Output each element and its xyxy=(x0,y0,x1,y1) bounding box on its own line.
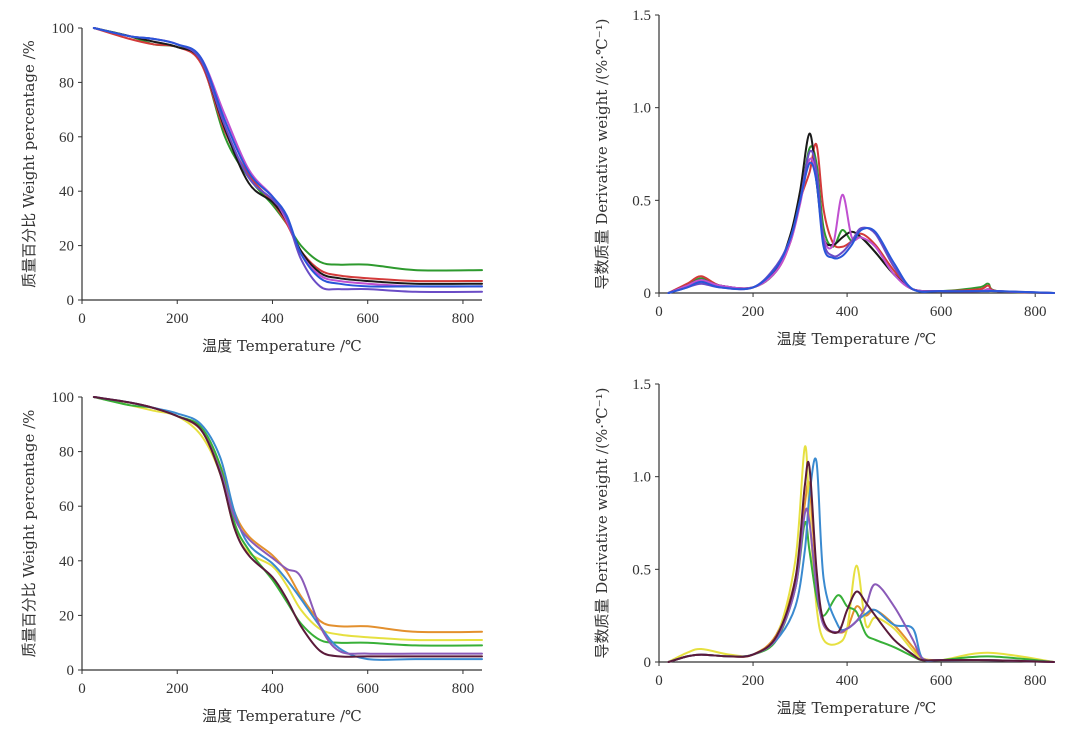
chart-bottom-right: 0 200 400 600 800 0 0.5 1.0 1.5 温度 Temperature /℃… xyxy=(593,377,1055,717)
x-tick-label: 0 xyxy=(78,681,86,697)
series-line-s6 xyxy=(667,161,1055,294)
series-line-s1 xyxy=(667,145,1055,294)
y-tick-label: 80 xyxy=(59,445,74,461)
series-line-s4 xyxy=(667,457,1055,663)
x-tick-label: 800 xyxy=(1024,304,1047,320)
x-tick-label: 200 xyxy=(166,311,189,327)
chart-top-right: 0 200 400 600 800 0 0.5 1.0 1.5 温度 Temperature /℃… xyxy=(593,8,1055,348)
series-line-s3 xyxy=(667,132,1055,294)
x-tick-label: 800 xyxy=(452,681,475,697)
x-tick-label: 600 xyxy=(930,304,953,320)
chart-top-left: 0 200 400 600 800 0 20 40 60 80 100 温度 Temperature … xyxy=(20,21,483,355)
y-tick-label: 40 xyxy=(59,184,74,200)
x-tick-label: 0 xyxy=(78,311,86,327)
series-line-s5 xyxy=(92,396,483,655)
y-tick-label: 20 xyxy=(59,608,74,624)
y-tick-label: 1.0 xyxy=(632,470,651,486)
x-tick-label: 0 xyxy=(655,304,663,320)
y-tick-label: 100 xyxy=(52,390,75,406)
y-tick-label: 0.5 xyxy=(632,562,651,578)
chart-bottom-left: 0 200 400 600 800 0 20 40 60 80 100 温度 Temperature … xyxy=(20,390,483,725)
series-line-s4 xyxy=(667,157,1055,294)
series-line-s6 xyxy=(92,27,483,288)
y-tick-label: 80 xyxy=(59,75,74,91)
series-line-s2 xyxy=(92,27,483,283)
series-line-s2 xyxy=(667,142,1055,294)
y-tick-label: 60 xyxy=(59,130,74,146)
x-tick-label: 200 xyxy=(742,673,765,689)
series-line-s2 xyxy=(667,445,1055,663)
x-axis-title: 温度 Temperature /℃ xyxy=(202,707,362,725)
y-axis-title: 质量百分比 Weight percentage /% xyxy=(20,410,38,658)
y-axis-title: 导数质量 Derivative weight /(%·℃⁻¹) xyxy=(593,18,611,289)
x-tick-label: 200 xyxy=(166,681,189,697)
y-tick-label: 60 xyxy=(59,499,74,515)
x-tick-label: 600 xyxy=(356,311,379,327)
series-line-s1 xyxy=(92,396,483,634)
y-axis-title: 质量百分比 Weight percentage /% xyxy=(20,40,38,288)
y-tick-label: 0.5 xyxy=(632,193,651,209)
series-line-s6 xyxy=(667,460,1055,663)
y-tick-label: 1.0 xyxy=(632,101,651,117)
x-tick-label: 400 xyxy=(836,673,859,689)
x-tick-label: 800 xyxy=(1024,673,1047,689)
x-tick-label: 400 xyxy=(836,304,859,320)
y-axis-title: 导数质量 Derivative weight /(%·℃⁻¹) xyxy=(593,387,611,658)
x-tick-label: 200 xyxy=(742,304,765,320)
x-tick-label: 600 xyxy=(930,673,953,689)
y-tick-label: 0 xyxy=(644,286,652,302)
series-line-s4 xyxy=(92,396,483,661)
y-tick-label: 0 xyxy=(67,663,75,679)
series-line-s6 xyxy=(92,396,483,658)
y-tick-label: 20 xyxy=(59,239,74,255)
series-line-s5 xyxy=(667,149,1055,294)
y-tick-label: 1.5 xyxy=(632,377,651,393)
x-tick-label: 400 xyxy=(261,311,284,327)
x-tick-label: 400 xyxy=(261,681,284,697)
series-line-s1 xyxy=(667,480,1055,663)
y-tick-label: 0 xyxy=(67,293,75,309)
x-axis-title: 温度 Temperature /℃ xyxy=(777,330,937,348)
series-line-s3 xyxy=(92,396,483,647)
x-axis-title: 温度 Temperature /℃ xyxy=(777,699,937,717)
y-tick-label: 1.5 xyxy=(632,8,651,24)
x-tick-label: 600 xyxy=(356,681,379,697)
x-tick-label: 800 xyxy=(452,311,475,327)
series-line-s1 xyxy=(92,27,483,272)
y-tick-label: 0 xyxy=(644,655,652,671)
y-tick-label: 100 xyxy=(52,21,75,37)
series-line-s5 xyxy=(92,27,483,294)
x-axis-title: 温度 Temperature /℃ xyxy=(202,337,362,355)
x-tick-label: 0 xyxy=(655,673,663,689)
series-line-s4 xyxy=(92,27,483,288)
series-line-s3 xyxy=(92,27,483,285)
y-tick-label: 40 xyxy=(59,554,74,570)
